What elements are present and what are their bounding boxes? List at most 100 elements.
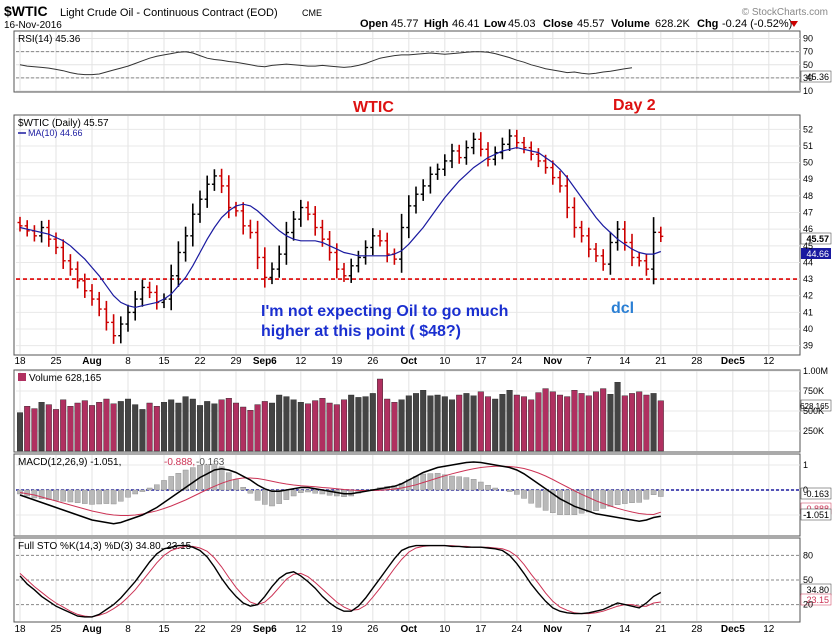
volume-y-tick: 250K <box>803 426 824 436</box>
macd-histogram-bar <box>305 489 311 493</box>
macd-histogram-bar <box>586 489 592 513</box>
x-tick-label: 25 <box>50 356 62 367</box>
volume-bar <box>427 395 434 452</box>
macd-histogram-bar <box>233 479 239 491</box>
x-tick-label-bottom: 18 <box>14 624 26 635</box>
volume-bar <box>196 405 203 452</box>
volume-bar <box>377 378 384 452</box>
macd-histogram-bar <box>153 484 160 491</box>
macd-histogram-bar <box>60 489 66 502</box>
macd-histogram-bar <box>629 489 635 504</box>
volume-bar <box>96 402 103 452</box>
price-panel-frame <box>13 114 801 356</box>
price-last-label: 45.57 <box>806 234 829 244</box>
x-tick-label: 12 <box>763 356 775 367</box>
watermark: © StockCharts.com <box>742 7 828 18</box>
macd-histogram-bar <box>81 489 88 504</box>
ohlc-chg-value: -0.24 (-0.52%) <box>722 18 792 30</box>
macd-histogram-bar <box>506 489 513 492</box>
macd-histogram-bar <box>125 489 131 498</box>
volume-bar <box>434 394 441 452</box>
stoch-y-tick: 50 <box>803 575 813 585</box>
macd-histogram-bar <box>276 489 283 504</box>
volume-bar <box>449 399 456 452</box>
volume-bar <box>398 399 405 452</box>
x-tick-label-bottom: Aug <box>82 624 101 635</box>
x-tick-label: Sep6 <box>253 356 277 367</box>
macd-histogram-bar <box>17 489 23 495</box>
volume-bar <box>636 391 643 452</box>
volume-bar <box>269 402 276 452</box>
macd-legend-main: MACD(12,26,9) -1.051, <box>18 457 121 468</box>
macd-histogram-bar <box>312 489 319 494</box>
macd-histogram-bar <box>46 489 52 500</box>
price-y-tick: 40 <box>803 324 813 334</box>
macd-y-tick: -1 <box>803 510 811 520</box>
x-tick-label: 12 <box>295 356 307 367</box>
volume-bar <box>110 403 117 452</box>
volume-legend-swatch <box>18 373 26 381</box>
volume-bar <box>312 400 319 452</box>
macd-histogram-bar <box>139 489 146 492</box>
macd-line <box>19 461 661 525</box>
price-y-tick: 51 <box>803 141 813 151</box>
volume-bar <box>600 388 607 452</box>
macd-histogram-bar <box>492 487 499 491</box>
macd-histogram-bar <box>326 489 333 496</box>
macd-histogram-bar <box>74 489 81 504</box>
volume-bar <box>254 404 261 452</box>
volume-bar <box>463 393 470 452</box>
macd-histogram-bar <box>89 489 95 505</box>
chart-header: $WTIC Light Crude Oil - Continuous Contr… <box>4 3 828 31</box>
macd-histogram-bar <box>427 473 434 491</box>
ohlc-open-value: 45.77 <box>391 18 419 30</box>
x-tick-label: 19 <box>331 356 343 367</box>
volume-bar <box>146 402 153 452</box>
volume-bar <box>643 394 650 452</box>
volume-last-box <box>800 399 832 412</box>
price-y-tick: 41 <box>803 307 813 317</box>
macd-histogram-bar <box>470 479 477 491</box>
x-tick-label-bottom: Dec5 <box>721 624 745 635</box>
x-tick-label: 26 <box>367 356 379 367</box>
macd-y-tick: 0 <box>803 485 808 495</box>
volume-bar <box>204 401 211 452</box>
volume-bar <box>232 402 239 452</box>
ohlc-close-value: 45.57 <box>577 18 605 30</box>
x-tick-label: Aug <box>82 356 101 367</box>
price-y-tick: 49 <box>803 174 813 184</box>
volume-bar <box>542 388 549 452</box>
volume-bar <box>175 402 182 452</box>
x-tick-label: Dec5 <box>721 356 745 367</box>
volume-bar <box>369 393 376 452</box>
macd-histogram-bar <box>110 489 117 505</box>
macd-histogram-bar <box>485 485 491 491</box>
x-tick-label-bottom: 22 <box>194 624 206 635</box>
volume-bar <box>485 396 492 452</box>
volume-bar <box>593 391 600 452</box>
x-tick-label-bottom: 21 <box>655 624 667 635</box>
macd-histogram-bar <box>456 476 463 491</box>
price-legend: $WTIC (Daily) 45.57 <box>18 118 109 129</box>
x-tick-label-bottom: 24 <box>511 624 523 635</box>
x-tick-label: 10 <box>439 356 451 367</box>
stoch-k-label: 34.80 <box>806 585 829 595</box>
volume-bar <box>621 395 628 452</box>
x-tick-label-bottom: 28 <box>691 624 703 635</box>
macd-histogram-bar <box>247 489 254 494</box>
macd-histogram-bar <box>283 489 290 500</box>
volume-bar <box>585 395 592 452</box>
x-tick-label: 15 <box>158 356 170 367</box>
macd-histogram-bar <box>600 489 606 509</box>
x-tick-label-bottom: 8 <box>125 624 131 635</box>
x-tick-label: 22 <box>194 356 206 367</box>
volume-bar <box>629 393 636 452</box>
macd-histogram-bar <box>204 464 211 491</box>
price-y-tick: 52 <box>803 124 813 134</box>
macd-histogram-bar <box>269 489 275 507</box>
macd-histogram-bar <box>607 489 614 507</box>
volume-bar <box>571 390 578 452</box>
ma-legend: MA(10) 44.66 <box>28 128 83 138</box>
stoch-d-label: 23.15 <box>806 595 829 605</box>
rsi-y-tick: 90 <box>803 34 813 44</box>
